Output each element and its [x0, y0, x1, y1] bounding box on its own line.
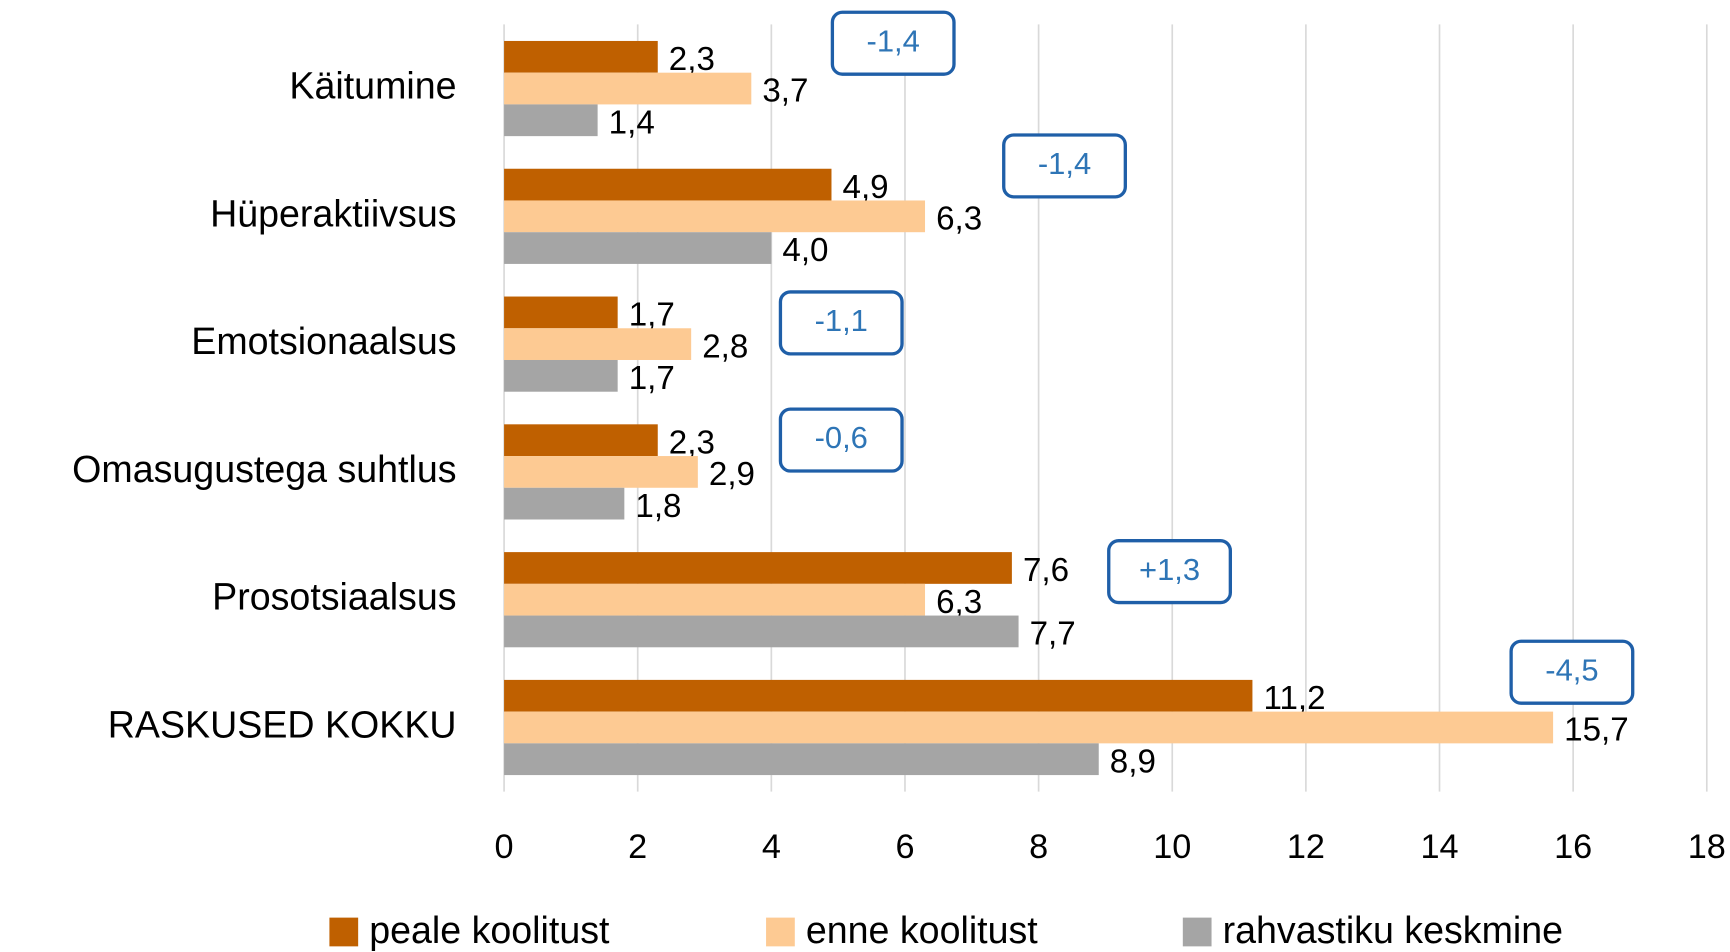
- data-label: 1,4: [609, 104, 655, 141]
- x-tick-label: 0: [495, 828, 514, 866]
- x-tick-label: 14: [1420, 828, 1458, 866]
- annotation-box: [1509, 639, 1635, 705]
- annotation: -0,6: [815, 420, 868, 455]
- x-tick-label: 6: [895, 828, 914, 866]
- data-label: 2,8: [702, 328, 748, 365]
- data-label: 4,0: [782, 232, 828, 269]
- x-tick-label: 10: [1153, 828, 1191, 866]
- bar: [504, 40, 658, 73]
- x-tick-label: 4: [762, 828, 781, 866]
- category-label: Omasugustega suhtlus: [72, 448, 456, 490]
- annotation-box: [830, 10, 956, 76]
- bar: [504, 72, 752, 105]
- bar: [504, 456, 698, 488]
- annotation: +1,3: [1139, 552, 1200, 587]
- data-label: 7,6: [1023, 552, 1069, 589]
- annotation-box: [778, 407, 904, 473]
- x-tick-label: 16: [1554, 828, 1592, 866]
- bar: [504, 296, 618, 329]
- data-label: 6,3: [936, 201, 982, 238]
- bar: [504, 104, 598, 137]
- data-label: 1,7: [629, 360, 675, 397]
- legend-swatch: [766, 917, 795, 947]
- annotation: -1,1: [815, 303, 868, 338]
- bar: [504, 359, 618, 392]
- bar: [504, 552, 1012, 584]
- legend-swatch: [329, 917, 359, 947]
- bar: [504, 200, 926, 233]
- bar: [504, 583, 926, 616]
- annotation-box: [1107, 539, 1233, 605]
- x-tick-label: 12: [1287, 828, 1325, 866]
- bar: [504, 232, 772, 264]
- bar: [504, 328, 692, 360]
- data-label: 1,8: [635, 488, 681, 525]
- data-label: 2,3: [669, 424, 715, 461]
- data-label: 7,7: [1030, 616, 1076, 653]
- category-label: Emotsionaalsus: [191, 320, 456, 362]
- x-tick-label: 2: [628, 828, 647, 866]
- bar: [504, 487, 625, 520]
- category-label: Hüperaktiivsus: [210, 192, 456, 234]
- bar: [504, 168, 832, 201]
- category-label: RASKUSED KOKKU: [108, 703, 457, 745]
- data-label: 1,7: [629, 297, 675, 334]
- legend-label: peale koolitust: [369, 909, 610, 951]
- bar: [504, 424, 658, 457]
- data-label: 4,9: [843, 169, 889, 206]
- legend-swatch: [1182, 917, 1212, 947]
- legend-label: rahvastiku keskmine: [1223, 909, 1563, 951]
- bar: [504, 615, 1019, 648]
- annotation-box: [1002, 133, 1127, 199]
- annotation: -4,5: [1545, 652, 1598, 687]
- x-tick-label: 18: [1688, 828, 1726, 866]
- category-label: Käitumine: [289, 64, 456, 106]
- data-label: 8,9: [1110, 743, 1156, 780]
- annotation: -1,4: [867, 23, 920, 58]
- data-label: 2,3: [669, 41, 715, 78]
- data-label: 15,7: [1564, 712, 1629, 749]
- legend-label: enne koolitust: [806, 909, 1038, 951]
- data-label: 11,2: [1263, 680, 1325, 717]
- data-label: 2,9: [709, 456, 755, 493]
- x-tick-label: 8: [1029, 828, 1048, 866]
- category-label: Prosotsiaalsus: [212, 576, 456, 618]
- data-label: 6,3: [936, 584, 982, 621]
- data-label: 3,7: [762, 73, 808, 110]
- annotation: -1,4: [1038, 146, 1091, 181]
- bar: [504, 711, 1554, 744]
- bar: [504, 743, 1099, 776]
- annotation-box: [778, 290, 904, 356]
- bar: [504, 679, 1253, 712]
